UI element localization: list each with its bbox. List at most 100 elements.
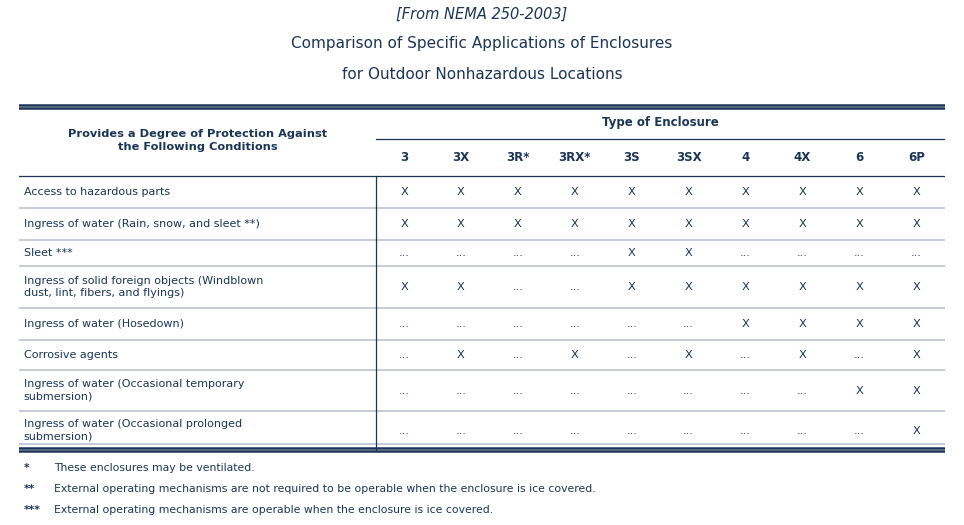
Text: 3S: 3S [624, 151, 640, 164]
Text: ...: ... [627, 350, 637, 360]
Text: Ingress of water (Hosedown): Ingress of water (Hosedown) [24, 319, 184, 329]
Text: X: X [514, 219, 522, 229]
Text: X: X [684, 219, 692, 229]
Text: 3RX*: 3RX* [558, 151, 591, 164]
Text: ...: ... [398, 248, 410, 258]
Text: Ingress of water (Occasional temporary
submersion): Ingress of water (Occasional temporary s… [24, 380, 245, 402]
Text: X: X [798, 282, 806, 292]
Text: ...: ... [456, 319, 467, 329]
Text: X: X [457, 350, 465, 360]
Text: X: X [571, 187, 578, 197]
Text: X: X [912, 282, 920, 292]
Text: ...: ... [683, 385, 694, 395]
Text: X: X [400, 187, 408, 197]
Text: X: X [628, 187, 635, 197]
Text: ...: ... [570, 248, 580, 258]
Text: X: X [798, 319, 806, 329]
Text: Ingress of solid foreign objects (Windblown
dust, lint, fibers, and flyings): Ingress of solid foreign objects (Windbl… [24, 276, 263, 298]
Text: X: X [457, 219, 465, 229]
Text: ...: ... [513, 248, 523, 258]
Text: X: X [741, 187, 749, 197]
Text: X: X [912, 385, 920, 395]
Text: X: X [741, 282, 749, 292]
Text: X: X [684, 187, 692, 197]
Text: X: X [400, 282, 408, 292]
Text: ...: ... [854, 248, 865, 258]
Text: ...: ... [854, 426, 865, 436]
Text: 3: 3 [400, 151, 408, 164]
Text: X: X [912, 187, 920, 197]
Text: Corrosive agents: Corrosive agents [24, 350, 118, 360]
Text: X: X [741, 319, 749, 329]
Text: ...: ... [398, 319, 410, 329]
Text: ...: ... [513, 282, 523, 292]
Text: ...: ... [570, 426, 580, 436]
Text: X: X [514, 187, 522, 197]
Text: ...: ... [797, 248, 808, 258]
Text: [From NEMA 250-2003]: [From NEMA 250-2003] [396, 7, 568, 22]
Text: ...: ... [570, 319, 580, 329]
Text: X: X [798, 187, 806, 197]
Text: ...: ... [740, 350, 751, 360]
Text: X: X [628, 219, 635, 229]
Text: X: X [457, 187, 465, 197]
Text: 6P: 6P [908, 151, 924, 164]
Text: *: * [24, 463, 30, 473]
Text: X: X [798, 350, 806, 360]
Text: ...: ... [513, 426, 523, 436]
Text: Ingress of water (Rain, snow, and sleet **): Ingress of water (Rain, snow, and sleet … [24, 219, 259, 229]
Text: X: X [912, 426, 920, 436]
Text: 4X: 4X [793, 151, 811, 164]
Text: X: X [400, 219, 408, 229]
Text: ...: ... [456, 248, 467, 258]
Text: X: X [855, 385, 863, 395]
Text: 3X: 3X [452, 151, 469, 164]
Text: Comparison of Specific Applications of Enclosures: Comparison of Specific Applications of E… [291, 36, 673, 51]
Text: X: X [855, 319, 863, 329]
Text: X: X [855, 187, 863, 197]
Text: ...: ... [627, 426, 637, 436]
Text: ...: ... [627, 319, 637, 329]
Text: ...: ... [398, 350, 410, 360]
Text: ...: ... [854, 350, 865, 360]
Text: External operating mechanisms are operable when the enclosure is ice covered.: External operating mechanisms are operab… [54, 505, 494, 516]
Text: Type of Enclosure: Type of Enclosure [602, 116, 718, 129]
Text: ...: ... [797, 385, 808, 395]
Text: ...: ... [740, 385, 751, 395]
Text: X: X [855, 219, 863, 229]
Text: X: X [571, 219, 578, 229]
Text: Sleet ***: Sleet *** [24, 248, 72, 258]
Text: 3R*: 3R* [506, 151, 529, 164]
Text: ...: ... [740, 248, 751, 258]
Text: X: X [628, 248, 635, 258]
Text: X: X [912, 319, 920, 329]
Text: Provides a Degree of Protection Against
the Following Conditions: Provides a Degree of Protection Against … [67, 129, 327, 152]
Text: X: X [684, 350, 692, 360]
Text: 6: 6 [855, 151, 864, 164]
Text: ...: ... [513, 385, 523, 395]
Text: ...: ... [570, 282, 580, 292]
Text: ...: ... [740, 426, 751, 436]
Text: ...: ... [513, 319, 523, 329]
Text: **: ** [24, 484, 35, 494]
Text: External operating mechanisms are not required to be operable when the enclosure: External operating mechanisms are not re… [54, 484, 596, 494]
Text: X: X [912, 350, 920, 360]
Text: ...: ... [570, 385, 580, 395]
Text: ***: *** [24, 505, 40, 516]
Text: ...: ... [683, 426, 694, 436]
Text: X: X [457, 282, 465, 292]
Text: X: X [855, 282, 863, 292]
Text: 4: 4 [741, 151, 750, 164]
Text: X: X [912, 219, 920, 229]
Text: X: X [741, 219, 749, 229]
Text: 3SX: 3SX [676, 151, 702, 164]
Text: ...: ... [627, 385, 637, 395]
Text: ...: ... [911, 248, 922, 258]
Text: ...: ... [456, 385, 467, 395]
Text: ...: ... [683, 319, 694, 329]
Text: Ingress of water (Occasional prolonged
submersion): Ingress of water (Occasional prolonged s… [24, 419, 242, 442]
Text: X: X [798, 219, 806, 229]
Text: for Outdoor Nonhazardous Locations: for Outdoor Nonhazardous Locations [341, 67, 623, 82]
Text: Access to hazardous parts: Access to hazardous parts [24, 187, 170, 197]
Text: These enclosures may be ventilated.: These enclosures may be ventilated. [54, 463, 255, 473]
